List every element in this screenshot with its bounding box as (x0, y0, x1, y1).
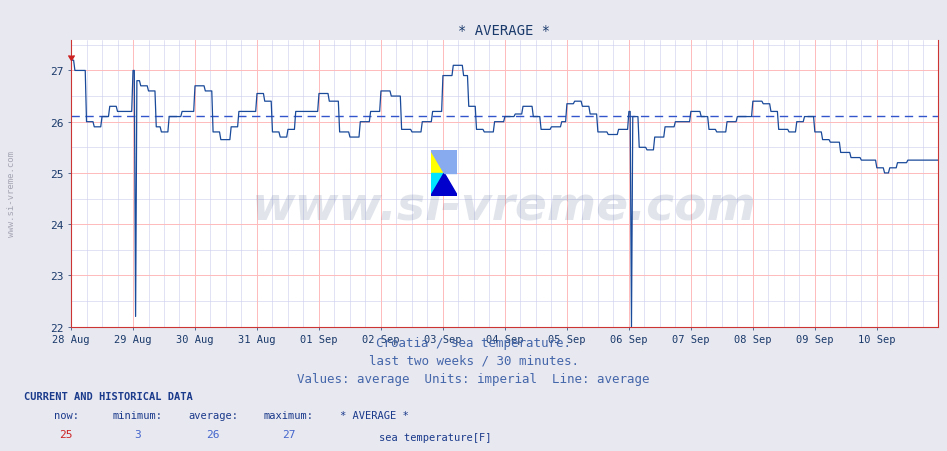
Text: maximum:: maximum: (264, 410, 313, 420)
Text: 26: 26 (206, 428, 220, 438)
Text: * AVERAGE *: * AVERAGE * (340, 410, 408, 420)
Text: now:: now: (54, 410, 79, 420)
Text: last two weeks / 30 minutes.: last two weeks / 30 minutes. (368, 354, 579, 367)
Text: minimum:: minimum: (113, 410, 162, 420)
Text: 3: 3 (134, 428, 141, 438)
Text: Croatia / sea temperature.: Croatia / sea temperature. (376, 336, 571, 349)
Text: 25: 25 (60, 428, 73, 438)
Polygon shape (431, 151, 457, 174)
Text: www.si-vreme.com: www.si-vreme.com (7, 151, 16, 237)
Text: Values: average  Units: imperial  Line: average: Values: average Units: imperial Line: av… (297, 372, 650, 385)
Title: * AVERAGE *: * AVERAGE * (458, 24, 550, 38)
Text: sea temperature[F]: sea temperature[F] (379, 432, 491, 442)
Bar (431, 151, 444, 174)
Text: CURRENT AND HISTORICAL DATA: CURRENT AND HISTORICAL DATA (24, 391, 192, 401)
Polygon shape (444, 151, 457, 174)
Text: www.si-vreme.com: www.si-vreme.com (252, 184, 757, 229)
Text: 27: 27 (282, 428, 295, 438)
Polygon shape (431, 174, 444, 196)
Text: average:: average: (188, 410, 238, 420)
Polygon shape (431, 174, 457, 196)
